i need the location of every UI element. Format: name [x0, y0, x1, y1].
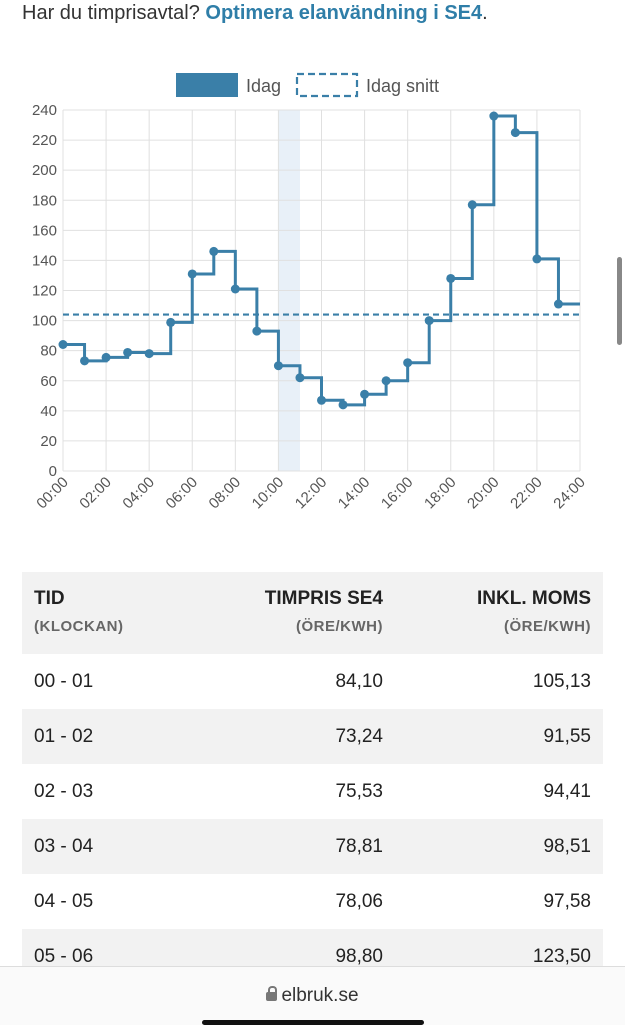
price-point	[403, 358, 413, 368]
price-point	[209, 246, 219, 256]
table-row: 04 - 05 78,06 97,58	[22, 874, 603, 929]
price-point	[510, 128, 520, 138]
price-point	[166, 317, 176, 327]
cell-time: 05 - 06	[34, 946, 94, 967]
x-tick-label: 18:00	[421, 474, 460, 513]
cell-price-vat: 105,13	[532, 671, 591, 692]
y-tick-label: 40	[40, 403, 57, 420]
table-row: 01 - 02 73,24 91,55	[22, 709, 603, 764]
cell-price-vat: 91,55	[543, 726, 591, 747]
price-point	[295, 373, 305, 383]
price-point	[58, 339, 68, 349]
y-tick-label: 20	[40, 433, 57, 450]
price-point	[101, 352, 111, 362]
cell-price: 75,53	[335, 781, 383, 802]
x-tick-label: 04:00	[119, 474, 158, 513]
price-point	[532, 254, 542, 264]
table-row: 00 - 01 84,10 105,13	[22, 654, 603, 709]
y-tick-label: 0	[49, 463, 57, 480]
promo-text: Har du timprisavtal? Optimera elanvändni…	[22, 2, 488, 25]
price-point	[123, 347, 133, 357]
url-bar[interactable]: elbruk.se	[0, 985, 625, 1007]
price-point	[230, 284, 240, 294]
cell-price: 78,81	[335, 836, 383, 857]
legend-today-swatch	[176, 73, 238, 97]
price-point	[467, 200, 477, 210]
url-text: elbruk.se	[281, 985, 359, 1006]
x-tick-label: 20:00	[464, 474, 503, 513]
price-point	[273, 361, 283, 371]
price-point	[360, 389, 370, 399]
x-tick-label: 08:00	[206, 474, 245, 513]
header-price-vat: INKL. MOMS (ÖRE/KWH)	[477, 588, 591, 635]
legend-today-label: Idag	[246, 76, 281, 96]
y-tick-label: 220	[32, 132, 57, 149]
cell-time: 04 - 05	[34, 891, 94, 912]
y-tick-label: 140	[32, 252, 57, 269]
cell-time: 00 - 01	[34, 671, 94, 692]
price-table: TID (KLOCKAN) TIMPRIS SE4 (ÖRE/KWH) INKL. …	[22, 572, 603, 984]
x-tick-label: 14:00	[335, 474, 374, 513]
y-tick-label: 200	[32, 162, 57, 179]
home-indicator	[202, 1020, 424, 1025]
legend-avg-label: Idag snitt	[366, 76, 439, 96]
y-tick-label: 160	[32, 222, 57, 239]
lock-icon	[266, 986, 278, 1001]
price-point	[252, 326, 262, 336]
legend-avg-swatch	[295, 72, 359, 98]
optimize-link[interactable]: Optimera elanvändning i SE4	[205, 2, 483, 24]
price-point	[187, 269, 197, 279]
cell-price: 84,10	[335, 671, 383, 692]
table-row: 03 - 04 78,81 98,51	[22, 819, 603, 874]
header-time: TID (KLOCKAN)	[34, 588, 124, 635]
price-point	[424, 316, 434, 326]
price-point	[338, 400, 348, 410]
promo-suffix: .	[482, 2, 488, 24]
header-price: TIMPRIS SE4 (ÖRE/KWH)	[264, 588, 383, 635]
cell-time: 03 - 04	[34, 836, 94, 857]
x-tick-label: 16:00	[378, 474, 417, 513]
x-tick-label: 02:00	[76, 474, 115, 513]
cell-price-vat: 97,58	[543, 891, 591, 912]
y-tick-label: 100	[32, 313, 57, 330]
price-point	[381, 376, 391, 386]
y-tick-label: 80	[40, 343, 57, 360]
table-header: TID (KLOCKAN) TIMPRIS SE4 (ÖRE/KWH) INKL. …	[22, 572, 603, 654]
y-tick-label: 120	[32, 283, 57, 300]
y-tick-label: 180	[32, 192, 57, 209]
promo-question: Har du timprisavtal?	[22, 2, 206, 24]
cell-price-vat: 98,51	[543, 836, 591, 857]
x-tick-label: 22:00	[507, 474, 546, 513]
scrollbar[interactable]	[617, 257, 622, 345]
cell-price-vat: 123,50	[532, 946, 591, 967]
y-tick-label: 240	[32, 102, 57, 119]
browser-bottom-bar: elbruk.se	[0, 966, 625, 1025]
y-tick-label: 60	[40, 373, 57, 390]
price-point	[446, 273, 456, 283]
cell-time: 02 - 03	[34, 781, 94, 802]
price-point	[80, 356, 90, 366]
x-tick-label: 12:00	[292, 474, 331, 513]
x-tick-label: 06:00	[163, 474, 202, 513]
table-row: 02 - 03 75,53 94,41	[22, 764, 603, 819]
cell-price: 78,06	[335, 891, 383, 912]
price-point	[144, 349, 154, 359]
x-tick-label: 24:00	[550, 474, 589, 513]
cell-price-vat: 94,41	[543, 781, 591, 802]
x-tick-label: 10:00	[249, 474, 288, 513]
price-point	[489, 111, 499, 121]
price-point	[553, 299, 563, 309]
price-point	[317, 395, 326, 405]
cell-price: 98,80	[335, 946, 383, 967]
cell-time: 01 - 02	[34, 726, 94, 747]
cell-price: 73,24	[335, 726, 383, 747]
